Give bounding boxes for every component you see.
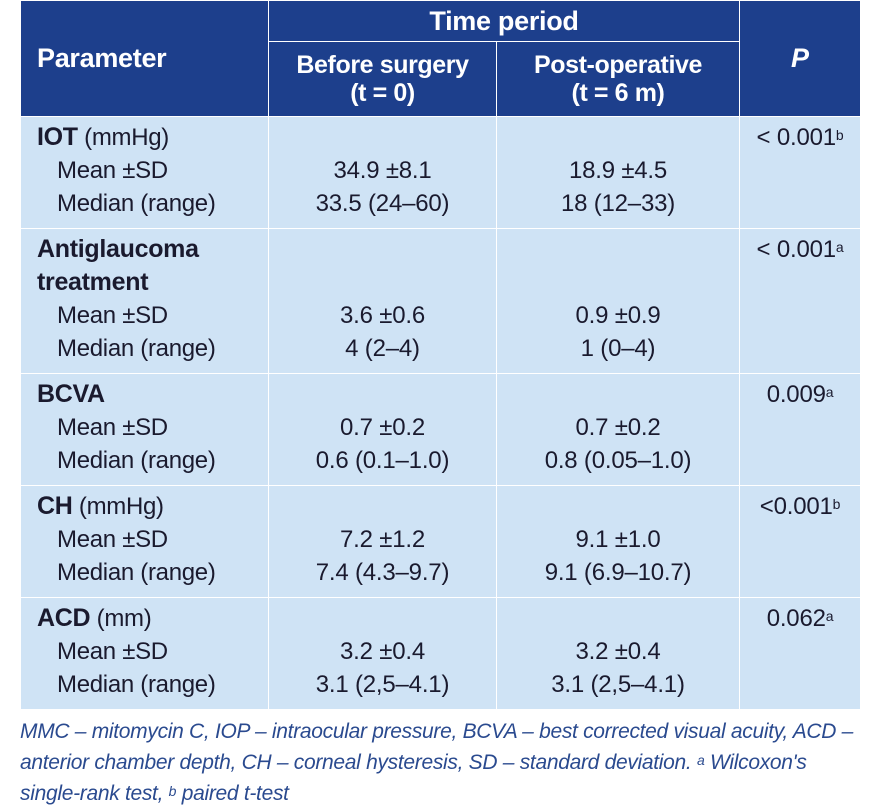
header-before-line1: Before surgery xyxy=(296,51,469,79)
header-post-operative: Post-operative (t = 6 m) xyxy=(495,41,741,117)
p-value: <0.001 xyxy=(759,493,833,520)
p-value-cell: <0.001b xyxy=(739,485,862,598)
p-value-sup: b xyxy=(832,496,841,512)
post-median: 3.1 (2,5–4.1) xyxy=(551,671,685,698)
p-value-cell: 0.009a xyxy=(739,373,862,486)
median-label: Median (range) xyxy=(57,335,216,362)
post-cell: 0.7 ±0.2 0.8 (0.05–1.0) xyxy=(495,373,741,486)
footnote-abbreviations: MMC – mitomycin C, IOP – intraocular pre… xyxy=(20,720,854,774)
parameter-name: Antiglaucoma xyxy=(37,235,199,263)
parameter-name-line2: treatment xyxy=(37,268,149,296)
before-cell: 0.7 ±0.2 0.6 (0.1–1.0) xyxy=(268,373,497,486)
p-value: 0.009 xyxy=(766,381,826,408)
p-value-sup: a xyxy=(825,384,834,400)
header-before-surgery: Before surgery (t = 0) xyxy=(268,41,497,117)
footnote-sup-a: a xyxy=(697,752,705,768)
p-value-sup: a xyxy=(825,608,834,624)
post-median: 1 (0–4) xyxy=(580,335,656,362)
post-mean: 0.7 ±0.2 xyxy=(575,414,661,441)
before-median: 7.4 (4.3–9.7) xyxy=(315,559,450,586)
mean-label: Mean ±SD xyxy=(57,302,168,329)
results-table: Parameter Time period P Before surgery (… xyxy=(20,0,862,710)
parameter-unit: (mm) xyxy=(90,605,152,632)
median-label: Median (range) xyxy=(57,190,216,217)
parameter-cell: BCVA Mean ±SD Median (range) xyxy=(20,373,269,486)
p-value-cell: < 0.001a xyxy=(739,228,862,374)
table-container: Parameter Time period P Before surgery (… xyxy=(20,0,862,809)
post-median: 9.1 (6.9–10.7) xyxy=(544,559,692,586)
table-row-iot: IOT (mmHg) Mean ±SD Median (range) 34.9 … xyxy=(20,116,862,229)
header-p: P xyxy=(739,0,862,117)
post-mean: 3.2 ±0.4 xyxy=(575,638,661,665)
post-cell: 9.1 ±1.0 9.1 (6.9–10.7) xyxy=(495,485,741,598)
post-cell: 18.9 ±4.5 18 (12–33) xyxy=(495,116,741,229)
median-label: Median (range) xyxy=(57,447,216,474)
header-post-line2: (t = 6 m) xyxy=(571,79,665,107)
mean-label: Mean ±SD xyxy=(57,157,168,184)
before-cell: 3.2 ±0.4 3.1 (2,5–4.1) xyxy=(268,597,497,710)
parameter-cell: CH (mmHg) Mean ±SD Median (range) xyxy=(20,485,269,598)
post-median: 18 (12–33) xyxy=(560,190,676,217)
footnote-sup-b: b xyxy=(168,783,177,799)
parameter-name: ACD xyxy=(37,604,91,632)
median-label: Median (range) xyxy=(57,671,216,698)
before-median: 33.5 (24–60) xyxy=(315,190,450,217)
before-cell: 34.9 ±8.1 33.5 (24–60) xyxy=(268,116,497,229)
p-value-cell: 0.062a xyxy=(739,597,862,710)
mean-label: Mean ±SD xyxy=(57,638,168,665)
header-row-1: Parameter Time period P xyxy=(20,0,862,117)
parameter-unit: (mmHg) xyxy=(77,124,169,151)
footnote-test-a: Wilcoxon's single-rank test, xyxy=(20,751,807,805)
before-median: 3.1 (2,5–4.1) xyxy=(315,671,450,698)
median-label: Median (range) xyxy=(57,559,216,586)
table-row-ch: CH (mmHg) Mean ±SD Median (range) 7.2 ±1… xyxy=(20,485,862,598)
header-time-period: Time period xyxy=(267,0,741,42)
table-row-antiglaucoma: Antiglaucoma treatment Mean ±SD Median (… xyxy=(20,228,862,374)
header-parameter: Parameter xyxy=(20,0,269,117)
p-value: < 0.001 xyxy=(756,124,837,151)
before-cell: 7.2 ±1.2 7.4 (4.3–9.7) xyxy=(268,485,497,598)
parameter-name: CH xyxy=(37,492,73,520)
post-mean: 0.9 ±0.9 xyxy=(575,302,661,329)
post-cell: 3.2 ±0.4 3.1 (2,5–4.1) xyxy=(495,597,741,710)
post-median: 0.8 (0.05–1.0) xyxy=(544,447,692,474)
table-row-acd: ACD (mm) Mean ±SD Median (range) 3.2 ±0.… xyxy=(20,597,862,710)
before-mean: 7.2 ±1.2 xyxy=(340,526,425,553)
before-median: 0.6 (0.1–1.0) xyxy=(315,447,450,474)
parameter-name: BCVA xyxy=(37,380,105,408)
parameter-cell: ACD (mm) Mean ±SD Median (range) xyxy=(20,597,269,710)
before-median: 4 (2–4) xyxy=(345,335,420,362)
p-value-sup: b xyxy=(835,127,844,143)
mean-label: Mean ±SD xyxy=(57,414,168,441)
parameter-name: IOT xyxy=(37,123,78,151)
before-mean: 3.6 ±0.6 xyxy=(340,302,425,329)
parameter-cell: Antiglaucoma treatment Mean ±SD Median (… xyxy=(20,228,269,374)
before-cell: 3.6 ±0.6 4 (2–4) xyxy=(268,228,497,374)
p-value-sup: a xyxy=(835,239,844,255)
before-mean: 0.7 ±0.2 xyxy=(340,414,425,441)
post-cell: 0.9 ±0.9 1 (0–4) xyxy=(495,228,741,374)
header-before-line2: (t = 0) xyxy=(350,79,415,107)
header-row-2: Before surgery (t = 0) Post-operative (t… xyxy=(21,41,861,117)
before-mean: 34.9 ±8.1 xyxy=(333,157,432,184)
footnote-test-b: paired t-test xyxy=(176,782,289,805)
p-value-cell: < 0.001b xyxy=(739,116,862,229)
p-value: < 0.001 xyxy=(756,236,837,263)
parameter-unit: (mmHg) xyxy=(72,493,164,520)
post-mean: 18.9 ±4.5 xyxy=(568,157,668,184)
p-value: 0.062 xyxy=(766,605,826,632)
before-mean: 3.2 ±0.4 xyxy=(340,638,425,665)
header-post-line1: Post-operative xyxy=(533,51,703,79)
table-footnote: MMC – mitomycin C, IOP – intraocular pre… xyxy=(20,716,865,809)
table-row-bcva: BCVA Mean ±SD Median (range) 0.7 ±0.2 0.… xyxy=(20,373,862,486)
mean-label: Mean ±SD xyxy=(57,526,168,553)
parameter-cell: IOT (mmHg) Mean ±SD Median (range) xyxy=(20,116,269,229)
post-mean: 9.1 ±1.0 xyxy=(575,526,661,553)
